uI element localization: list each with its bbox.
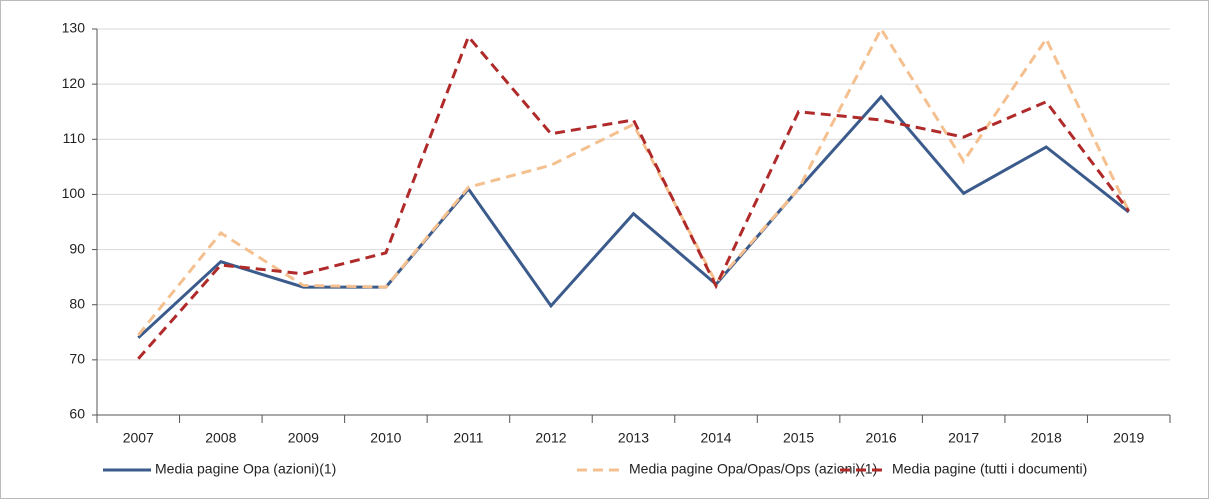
x-tick-label: 2012 <box>535 430 566 446</box>
x-tick-label: 2007 <box>123 430 154 446</box>
series-line <box>137 33 1130 360</box>
x-tick-label: 2015 <box>783 430 814 446</box>
series-line <box>137 94 1130 339</box>
y-tick-label: 90 <box>69 240 85 256</box>
y-tick-label: 60 <box>69 406 85 422</box>
x-tick-label: 2010 <box>370 430 401 446</box>
x-tick-label: 2017 <box>948 430 979 446</box>
x-tick-label: 2019 <box>1113 430 1144 446</box>
x-tick-label: 2018 <box>1031 430 1062 446</box>
y-tick-label: 70 <box>69 351 85 367</box>
x-tick-label: 2013 <box>618 430 649 446</box>
y-tick-label: 120 <box>62 75 86 91</box>
x-tick-label: 2014 <box>700 430 731 446</box>
legend-label: Media pagine Opa (azioni)(1) <box>155 461 336 477</box>
x-tick-label: 2011 <box>453 430 483 446</box>
x-tick-label: 2009 <box>288 430 319 446</box>
y-tick-label: 110 <box>63 130 86 146</box>
legend-label: Media pagine Opa/Opas/Ops (azioni)(1) <box>629 461 877 477</box>
y-tick-label: 100 <box>62 185 86 201</box>
y-tick-label: 130 <box>62 20 86 36</box>
x-tick-label: 2008 <box>205 430 236 446</box>
legend-label: Media pagine (tutti i documenti) <box>892 461 1087 477</box>
x-tick-label: 2016 <box>866 430 897 446</box>
y-tick-label: 80 <box>69 295 85 311</box>
series-line <box>137 25 1131 336</box>
